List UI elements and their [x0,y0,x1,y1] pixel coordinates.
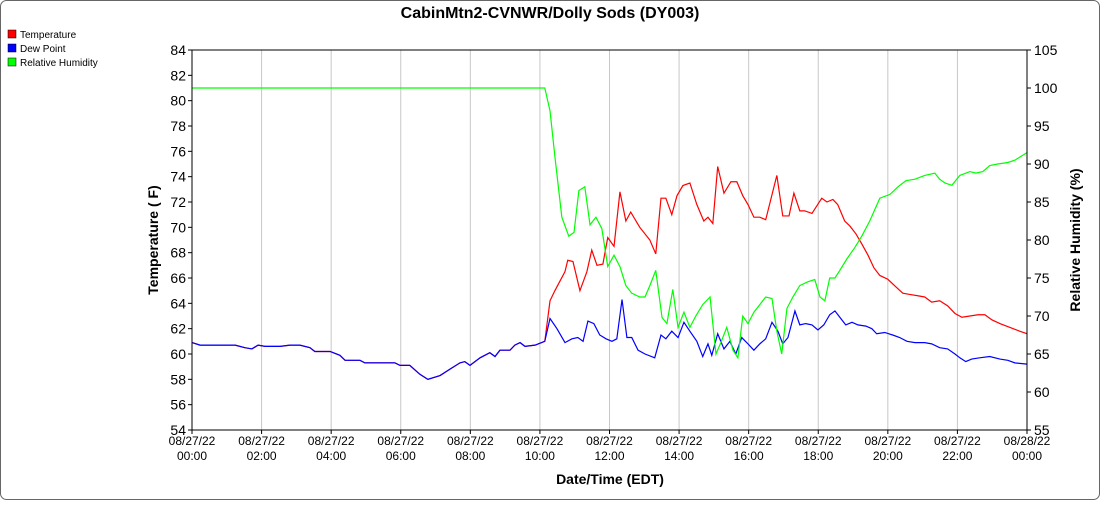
y-tick-label: 80 [170,93,186,109]
y-tick-label: 64 [170,295,186,311]
y-tick-label: 62 [170,321,186,337]
x-tick-label-line: 04:00 [316,449,346,463]
x-tick-label-line: 14:00 [664,449,694,463]
chart-title: CabinMtn2-CVNWR/Dolly Sods (DY003) [401,5,700,22]
y-tick-label: 66 [170,270,186,286]
y2-tick-label: 85 [1034,194,1050,210]
legend: Temperature Dew Point Relative Humidity [7,29,98,69]
series-line [191,299,1028,380]
y2-tick-label: 90 [1034,156,1050,172]
x-tick-label-line: 08/27/22 [656,434,703,448]
y2-tick-label: 75 [1034,270,1050,286]
x-tick-label-line: 08/27/22 [725,434,772,448]
x-tick-label-line: 16:00 [734,449,764,463]
y-tick-label: 82 [170,67,186,83]
x-tick-label-line: 08/27/22 [934,434,981,448]
x-tick-label: 08/27/22 10:00 [517,434,564,463]
x-tick-label-line: 08/27/22 [586,434,633,448]
legend-label: Relative Humidity [20,58,98,69]
x-tick-label-line: 08/27/22 [308,434,355,448]
x-tick-label: 08/27/22 06:00 [377,434,424,463]
x-tick-label: 08/27/22 00:00 [169,434,216,463]
x-tick-label: 08/27/22 20:00 [864,434,911,463]
y-tick-label: 76 [170,143,186,159]
legend-swatch [7,29,17,39]
y2-tick-label: 80 [1034,232,1050,248]
x-tick-label: 08/28/22 00:00 [1004,434,1051,463]
y2-tick-label: 55 [1034,422,1050,438]
x-tick-label-line: 22:00 [942,449,972,463]
y2-tick-label: 105 [1034,42,1058,58]
x-tick-label: 08/27/22 22:00 [934,434,981,463]
x-tick-label: 08/27/22 16:00 [725,434,772,463]
y2-tick-label: 95 [1034,118,1050,134]
y2-tick-label: 100 [1034,80,1058,96]
x-tick-label-line: 18:00 [803,449,833,463]
x-tick-label-line: 08/27/22 [447,434,494,448]
x-tick-label: 08/27/22 18:00 [795,434,842,463]
x-tick-label-line: 02:00 [247,449,277,463]
legend-label: Dew Point [20,44,66,55]
x-tick-label-line: 08/27/22 [238,434,285,448]
y-tick-label: 72 [170,194,186,210]
x-tick-label-line: 08/27/22 [169,434,216,448]
x-tick-label: 08/27/22 14:00 [656,434,703,463]
y2-tick-label: 70 [1034,308,1050,324]
x-tick-label: 08/27/22 02:00 [238,434,285,463]
lines [191,87,1028,380]
legend-swatch [7,57,17,67]
y-tick-label: 70 [170,219,186,235]
y-tick-label: 54 [170,422,186,438]
x-tick-label-line: 08/27/22 [517,434,564,448]
x-tick-label-line: 08/27/22 [864,434,911,448]
x-tick-label-line: 08/27/22 [377,434,424,448]
x-tick-label-line: 06:00 [386,449,416,463]
x-tick-label-line: 08/27/22 [795,434,842,448]
series-line [192,87,1028,360]
x-tick-label-line: 20:00 [873,449,903,463]
y-tick-label: 68 [170,245,186,261]
x-axis-title: Date/Time (EDT) [556,471,664,487]
y-tick-label: 58 [170,371,186,387]
legend-label: Temperature [20,30,77,41]
x-tick-label-line: 08:00 [455,449,485,463]
x-tick-label-line: 00:00 [177,449,207,463]
y2-tick-label: 60 [1034,384,1050,400]
y-tick-label: 74 [170,169,186,185]
y-axis-title: Temperature ( F) [145,185,161,294]
y2-axis-title: Relative Humidity (%) [1067,168,1083,311]
x-tick-label: 08/27/22 04:00 [308,434,355,463]
y-tick-label: 84 [170,42,186,58]
y-tick-label: 56 [170,397,186,413]
x-tick-label-line: 00:00 [1012,449,1042,463]
y2-tick-label: 65 [1034,346,1050,362]
x-tick-label-line: 08/28/22 [1004,434,1051,448]
y-tick-label: 60 [170,346,186,362]
x-tick-label: 08/27/22 08:00 [447,434,494,463]
y-tick-label: 78 [170,118,186,134]
x-tick-label-line: 12:00 [594,449,624,463]
x-tick-label-line: 10:00 [525,449,555,463]
x-tick-label: 08/27/22 12:00 [586,434,633,463]
legend-swatch [7,43,17,53]
